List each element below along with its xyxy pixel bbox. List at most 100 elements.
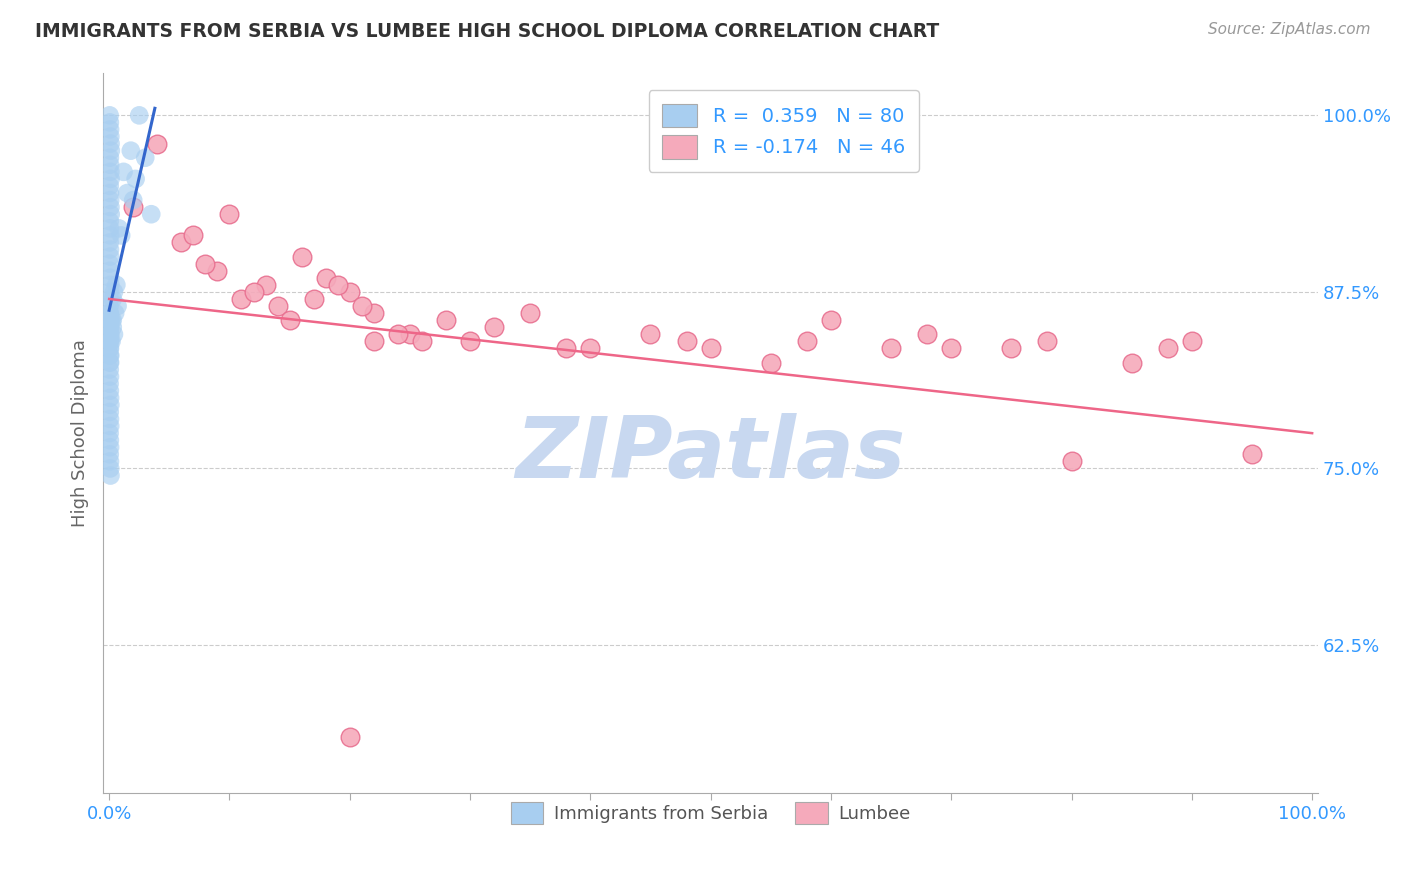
Point: [98, 221, 121, 235]
Point: [100, 144, 122, 158]
Point: [98, 412, 121, 426]
Point: [101, 313, 124, 327]
Point: [880, 342, 903, 356]
Point: [122, 193, 145, 207]
Point: [699, 342, 721, 356]
Point: [98, 285, 121, 299]
Point: [98, 454, 121, 468]
Point: [1121, 355, 1143, 369]
Point: [350, 299, 373, 313]
Point: [399, 327, 422, 342]
Point: [98, 349, 121, 363]
Point: [141, 207, 163, 221]
Point: [458, 334, 481, 349]
Point: [98, 158, 121, 172]
Point: [796, 334, 818, 349]
Point: [120, 144, 142, 158]
Point: [103, 285, 125, 299]
Point: [98, 313, 121, 327]
Point: [1157, 342, 1180, 356]
Point: [98, 334, 121, 349]
Point: [98, 292, 121, 306]
Point: [98, 115, 121, 129]
Point: [98, 270, 121, 285]
Point: [98, 342, 121, 356]
Point: [146, 136, 169, 151]
Point: [675, 334, 697, 349]
Point: [103, 327, 125, 342]
Point: [98, 193, 121, 207]
Point: [122, 200, 145, 214]
Point: [110, 228, 132, 243]
Point: [339, 285, 361, 299]
Point: [98, 362, 121, 376]
Point: [98, 327, 121, 342]
Point: [266, 299, 288, 313]
Point: [124, 172, 146, 186]
Point: [519, 306, 541, 320]
Point: [98, 376, 121, 391]
Point: [326, 277, 349, 292]
Point: [98, 235, 121, 250]
Point: [98, 320, 121, 334]
Point: [207, 264, 229, 278]
Point: [98, 334, 121, 349]
Point: [1240, 447, 1263, 461]
Point: [339, 730, 361, 744]
Point: [820, 313, 842, 327]
Point: [98, 398, 121, 412]
Point: [98, 165, 121, 179]
Point: [231, 292, 253, 306]
Point: [100, 200, 122, 214]
Point: [105, 277, 128, 292]
Point: [98, 349, 121, 363]
Point: [387, 327, 409, 342]
Point: [98, 243, 121, 257]
Point: [100, 136, 122, 151]
Point: [98, 108, 121, 122]
Point: [1036, 334, 1059, 349]
Point: [363, 306, 385, 320]
Point: [98, 214, 121, 228]
Point: [107, 299, 129, 313]
Point: [98, 440, 121, 454]
Point: [101, 320, 124, 334]
Point: [98, 434, 121, 448]
Point: [98, 264, 121, 278]
Point: [98, 306, 121, 320]
Point: [278, 313, 301, 327]
Point: [134, 151, 156, 165]
Point: [104, 306, 127, 320]
Point: [254, 277, 277, 292]
Legend: Immigrants from Serbia, Lumbee: Immigrants from Serbia, Lumbee: [499, 791, 921, 835]
Point: [98, 129, 121, 144]
Point: [640, 327, 662, 342]
Text: IMMIGRANTS FROM SERBIA VS LUMBEE HIGH SCHOOL DIPLOMA CORRELATION CHART: IMMIGRANTS FROM SERBIA VS LUMBEE HIGH SC…: [35, 22, 939, 41]
Point: [98, 355, 121, 369]
Point: [98, 419, 121, 434]
Point: [98, 461, 121, 475]
Point: [100, 334, 122, 349]
Point: [98, 426, 121, 441]
Point: [170, 235, 193, 250]
Point: [98, 447, 121, 461]
Point: [101, 292, 124, 306]
Point: [1060, 454, 1083, 468]
Point: [98, 122, 121, 136]
Point: [1000, 342, 1022, 356]
Point: [302, 292, 325, 306]
Text: ZIPatlas: ZIPatlas: [516, 413, 905, 496]
Point: [98, 228, 121, 243]
Point: [183, 228, 205, 243]
Point: [482, 320, 505, 334]
Y-axis label: High School Diploma: High School Diploma: [72, 339, 89, 527]
Point: [291, 250, 314, 264]
Point: [98, 257, 121, 271]
Point: [100, 207, 122, 221]
Point: [98, 355, 121, 369]
Point: [363, 334, 385, 349]
Text: Source: ZipAtlas.com: Source: ZipAtlas.com: [1208, 22, 1371, 37]
Point: [315, 270, 337, 285]
Point: [941, 342, 963, 356]
Point: [915, 327, 938, 342]
